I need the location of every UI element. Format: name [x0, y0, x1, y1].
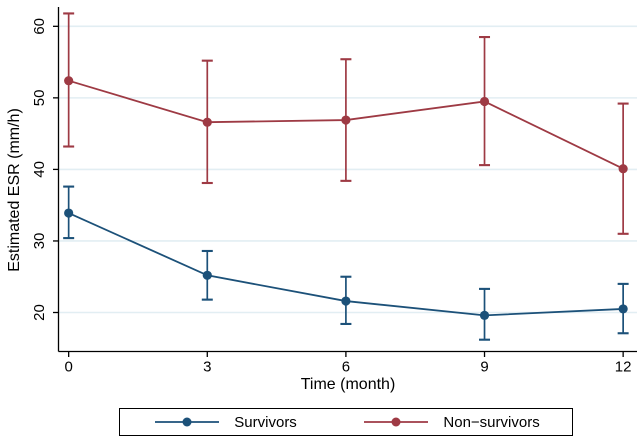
- legend-label-survivors: Survivors: [234, 413, 297, 431]
- non-survivors-line-swatch: [364, 417, 429, 427]
- y-axis-title: Estimated ESR (mm/h): [6, 108, 23, 272]
- marker-non-survivors-6: [341, 115, 351, 125]
- legend-label-non-survivors: Non−survivors: [443, 413, 540, 431]
- y-tick-label-20: 20: [31, 304, 48, 321]
- legend: Survivors Non−survivors: [119, 408, 573, 436]
- x-tick-label-3: 3: [203, 359, 211, 376]
- marker-non-survivors-9: [479, 96, 490, 107]
- x-tick-label-12: 12: [615, 359, 632, 376]
- y-tick-label-60: 60: [31, 18, 48, 35]
- y-tick-label-40: 40: [31, 161, 48, 178]
- legend-item-survivors: Survivors: [152, 414, 297, 431]
- marker-survivors-3: [202, 270, 212, 280]
- survivors-line-swatch: [155, 417, 220, 427]
- y-tick-label-30: 30: [31, 233, 48, 250]
- x-tick-label-6: 6: [342, 359, 350, 376]
- marker-non-survivors-12: [618, 164, 628, 174]
- marker-survivors-12: [618, 304, 628, 314]
- x-tick-label-9: 9: [480, 359, 488, 376]
- marker-non-survivors-0: [64, 76, 74, 86]
- marker-survivors-9: [479, 310, 490, 320]
- marker-survivors-0: [64, 208, 74, 218]
- marker-survivors-6: [341, 296, 351, 306]
- marker-non-survivors-3: [202, 117, 212, 127]
- legend-item-non-survivors: Non−survivors: [361, 413, 540, 431]
- x-axis-title: Time (month): [300, 376, 396, 393]
- y-tick-label-50: 50: [31, 90, 48, 107]
- x-tick-label-0: 0: [64, 359, 72, 376]
